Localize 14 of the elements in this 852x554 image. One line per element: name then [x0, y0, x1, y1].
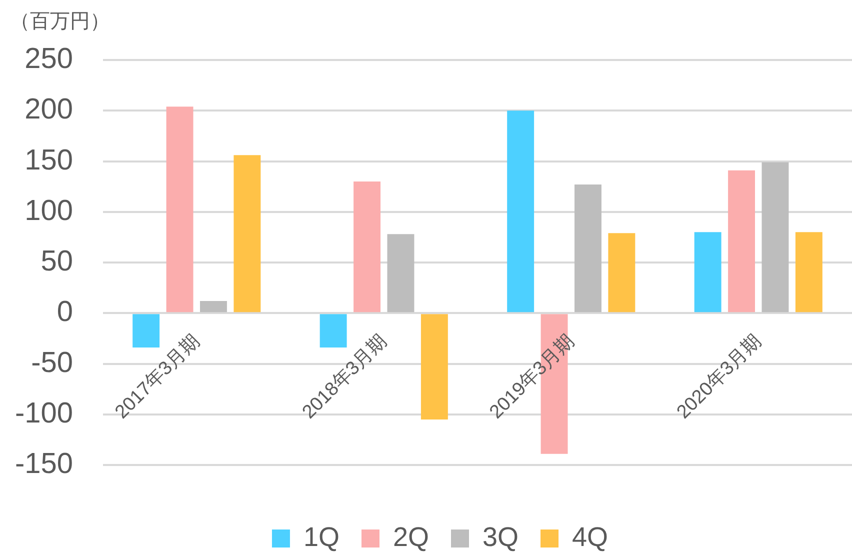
y-tick-label: 150: [24, 144, 73, 176]
y-tick-label: -50: [31, 346, 73, 379]
legend-label: 4Q: [572, 522, 608, 552]
y-tick-label: 250: [24, 43, 73, 75]
y-tick-label: 0: [56, 296, 73, 328]
legend-label: 2Q: [392, 522, 430, 552]
legend-label: 3Q: [482, 522, 519, 552]
y-tick-label: -150: [14, 448, 73, 480]
y-tick-label: 50: [40, 246, 73, 278]
y-tick-label: 200: [24, 94, 73, 126]
y-tick-label: -100: [14, 397, 73, 430]
y-axis-title: （百万円）: [10, 10, 110, 33]
y-tick-label: 100: [24, 194, 73, 227]
legend-label: 1Q: [303, 522, 340, 552]
